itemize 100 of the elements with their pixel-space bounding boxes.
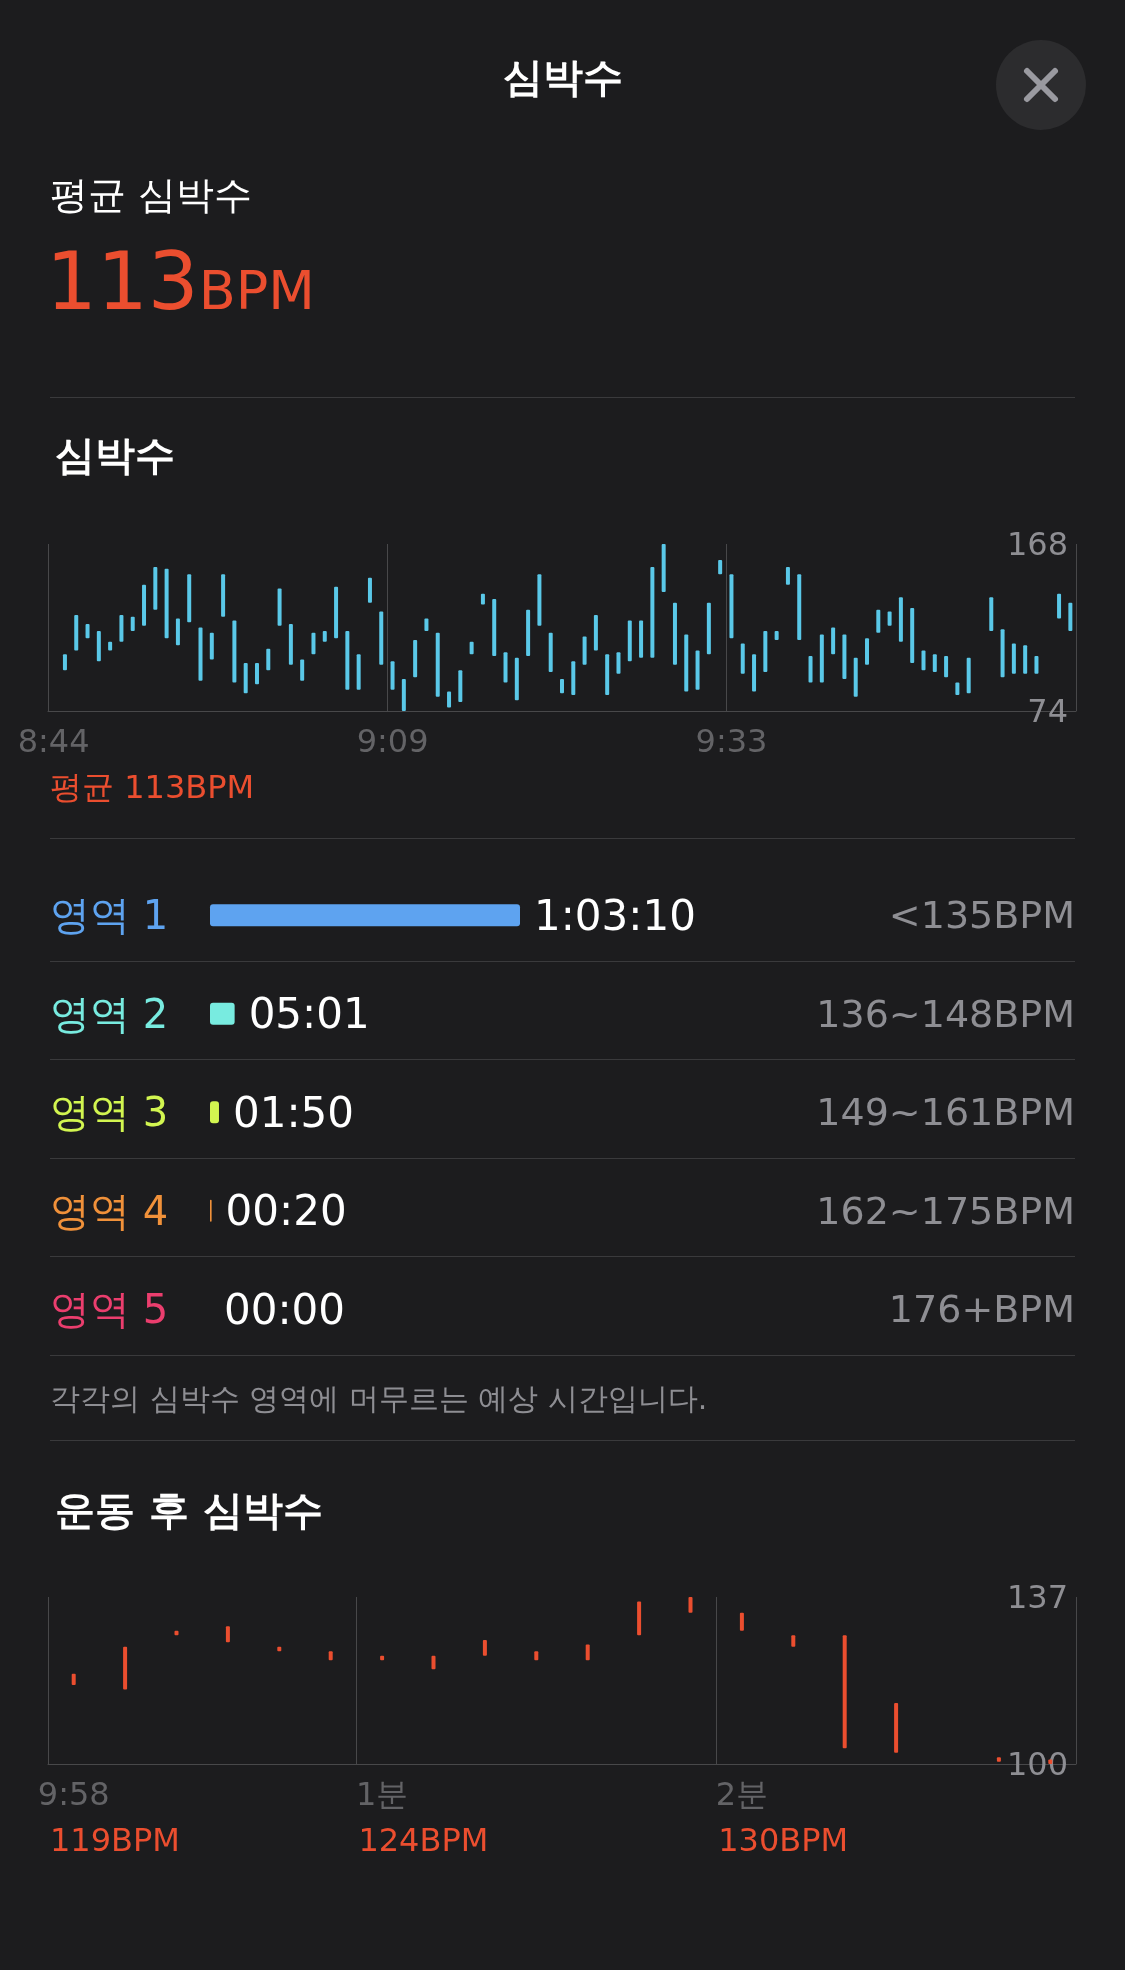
bar (198, 627, 203, 681)
bar (639, 620, 644, 658)
y-tick-label: 영역 3 (50, 1089, 169, 1136)
bar (932, 654, 937, 672)
text: 162~175BPM (816, 1188, 1075, 1233)
bar (605, 654, 610, 696)
bar (616, 652, 621, 674)
bar (119, 615, 124, 642)
bar (842, 634, 847, 680)
x-tick-label: 1분 (355, 1775, 409, 1813)
bar (311, 632, 316, 655)
bar (1068, 602, 1073, 632)
bar (254, 663, 259, 685)
text: 130BPM (718, 1821, 849, 1859)
bar (548, 632, 553, 672)
y-tick-label: 137 (1006, 1578, 1068, 1616)
text: 119BPM (50, 1821, 180, 1859)
bar (740, 643, 745, 674)
bar (288, 623, 293, 665)
bar (752, 654, 757, 692)
bar (334, 586, 339, 639)
bar (266, 648, 271, 671)
bar (910, 607, 915, 664)
bar (853, 657, 858, 697)
bar (842, 1635, 847, 1749)
bar (1000, 629, 1005, 678)
y-tick-label: 100 (1006, 1745, 1068, 1783)
text: 149~161BPM (816, 1090, 1075, 1135)
bar (96, 631, 101, 662)
bar (808, 655, 813, 683)
bar (739, 1612, 744, 1631)
text: 심박수 (501, 53, 624, 102)
y-tick-label: 영역 4 (50, 1187, 169, 1234)
bar (210, 1101, 219, 1124)
bar (164, 568, 169, 639)
bar (1034, 655, 1039, 674)
data-label: 05:01 (248, 989, 370, 1039)
bar (898, 597, 903, 642)
bar (356, 654, 361, 690)
y-tick-label: 74 (1027, 692, 1068, 730)
bar (503, 652, 508, 683)
data-label: 1:03:10 (534, 890, 696, 940)
bar (277, 588, 282, 626)
bar (514, 657, 519, 701)
y-tick-label: 영역 5 (50, 1286, 169, 1333)
bar (831, 627, 836, 655)
y-tick-label: 영역 1 (50, 892, 169, 939)
text: <135BPM (888, 893, 1075, 938)
y-tick-label: 168 (1006, 525, 1068, 563)
bar (221, 574, 226, 617)
bar (210, 904, 520, 927)
text: 각각의 심박수 영역에 머무르는 예상 시간입니다. (50, 1381, 708, 1416)
bar (74, 615, 79, 651)
bar (537, 574, 542, 626)
bar (672, 602, 677, 665)
bar (175, 618, 180, 646)
bar (492, 599, 497, 656)
bar (367, 577, 372, 603)
bar (210, 1002, 235, 1025)
bar (593, 615, 598, 651)
chart-title: 운동 후 심박수 (55, 1487, 323, 1533)
text: 176+BPM (888, 1287, 1075, 1332)
data-label: 00:00 (224, 1284, 346, 1334)
bar (458, 670, 463, 703)
x-tick-label: 9:09 (356, 722, 429, 760)
bar (582, 636, 587, 665)
bar (944, 655, 949, 678)
bar (526, 609, 531, 656)
text: 113BPM (46, 235, 315, 328)
bar (695, 650, 700, 690)
bar (876, 609, 881, 633)
bar (763, 631, 768, 672)
bar (413, 639, 418, 678)
text: 136~148BPM (816, 991, 1075, 1036)
bar (989, 597, 994, 632)
data-label: 00:20 (225, 1186, 347, 1236)
text: 124BPM (358, 1821, 489, 1859)
bar (123, 1646, 128, 1690)
x-tick-label: 8:44 (17, 722, 90, 760)
bar (243, 663, 248, 694)
bar (819, 634, 824, 683)
bar (1057, 593, 1062, 619)
text: 평균 심박수 (50, 172, 253, 219)
bar (627, 620, 632, 662)
bar (571, 661, 576, 696)
bar (401, 679, 406, 711)
bar (142, 584, 147, 626)
bar (706, 602, 711, 655)
bar (865, 638, 870, 665)
bar (729, 574, 734, 639)
bar (684, 634, 689, 692)
bar (797, 574, 802, 640)
text: 평균 113BPM (50, 768, 255, 806)
x-tick-label: 9:33 (695, 722, 768, 760)
bar (345, 631, 350, 690)
x-tick-label: 2분 (715, 1775, 769, 1813)
bar (232, 620, 237, 683)
bar (785, 567, 790, 585)
bar (153, 567, 158, 610)
bar (390, 661, 395, 690)
